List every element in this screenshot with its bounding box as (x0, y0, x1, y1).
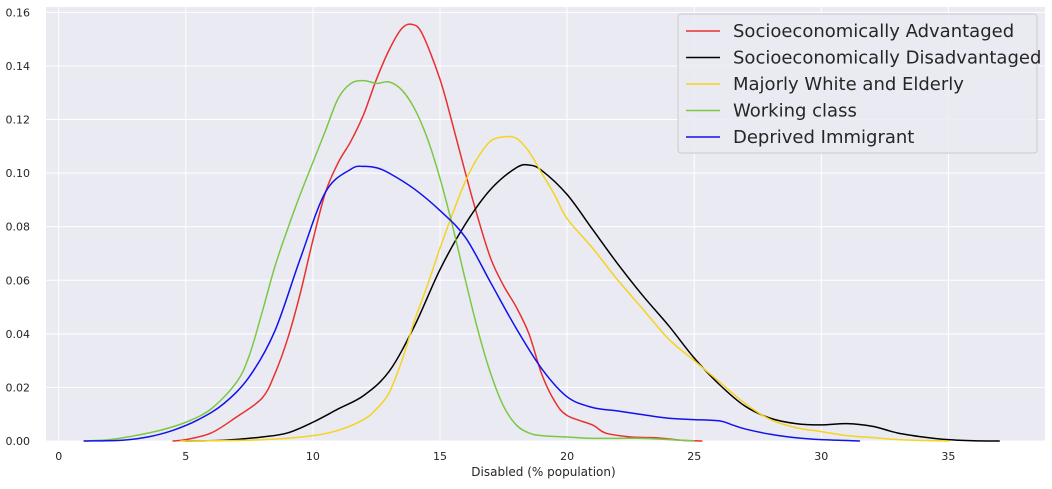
y-tick-label: 0.00 (6, 435, 31, 448)
y-tick-label: 0.08 (6, 221, 31, 234)
x-tick-label: 25 (687, 450, 701, 463)
series-line-deprived-immigrant (83, 165, 861, 442)
legend-item: Socioeconomically Advantaged (686, 21, 1014, 42)
y-tick-label: 0.04 (6, 328, 31, 341)
series-line-socioeconomically-disadvantaged (185, 163, 1000, 442)
y-tick-label: 0.06 (6, 274, 31, 287)
x-tick-label: 20 (560, 450, 574, 463)
legend-label: Deprived Immigrant (733, 127, 914, 148)
x-tick-label: 0 (55, 450, 62, 463)
legend-label: Working class (733, 101, 857, 122)
legend-item: Deprived Immigrant (686, 127, 914, 148)
legend-label: Majorly White and Elderly (733, 74, 964, 95)
x-axis-ticks: 0 5 10 15 20 25 30 35 (55, 450, 955, 463)
legend: Socioeconomically Advantaged Socioeconomi… (677, 13, 1041, 154)
x-axis-label: Disabled (% population) (471, 465, 615, 479)
y-tick-label: 0.14 (6, 60, 31, 73)
legend-label: Socioeconomically Advantaged (733, 21, 1014, 42)
x-tick-label: 30 (814, 450, 828, 463)
y-tick-label: 0.16 (6, 6, 31, 19)
legend-item: Working class (686, 101, 857, 122)
series-line-working-class (83, 79, 695, 442)
y-axis-ticks: 0.00 0.02 0.04 0.06 0.08 0.10 0.12 0.14 0.16 (6, 6, 31, 448)
legend-box (677, 13, 1038, 154)
y-tick-label: 0.12 (6, 114, 31, 127)
x-tick-label: 5 (182, 450, 189, 463)
x-tick-label: 15 (433, 450, 447, 463)
x-tick-label: 35 (941, 450, 955, 463)
x-tick-label: 10 (306, 450, 320, 463)
series-line-majorly-white-and-elderly (179, 135, 950, 442)
legend-item: Majorly White and Elderly (686, 74, 964, 95)
y-tick-label: 0.10 (6, 167, 31, 180)
y-tick-label: 0.02 (6, 381, 31, 394)
series-lines (83, 23, 1000, 442)
legend-item: Socioeconomically Disadvantaged (686, 48, 1041, 69)
legend-label: Socioeconomically Disadvantaged (733, 48, 1041, 69)
series-line-socioeconomically-advantaged (172, 23, 703, 442)
